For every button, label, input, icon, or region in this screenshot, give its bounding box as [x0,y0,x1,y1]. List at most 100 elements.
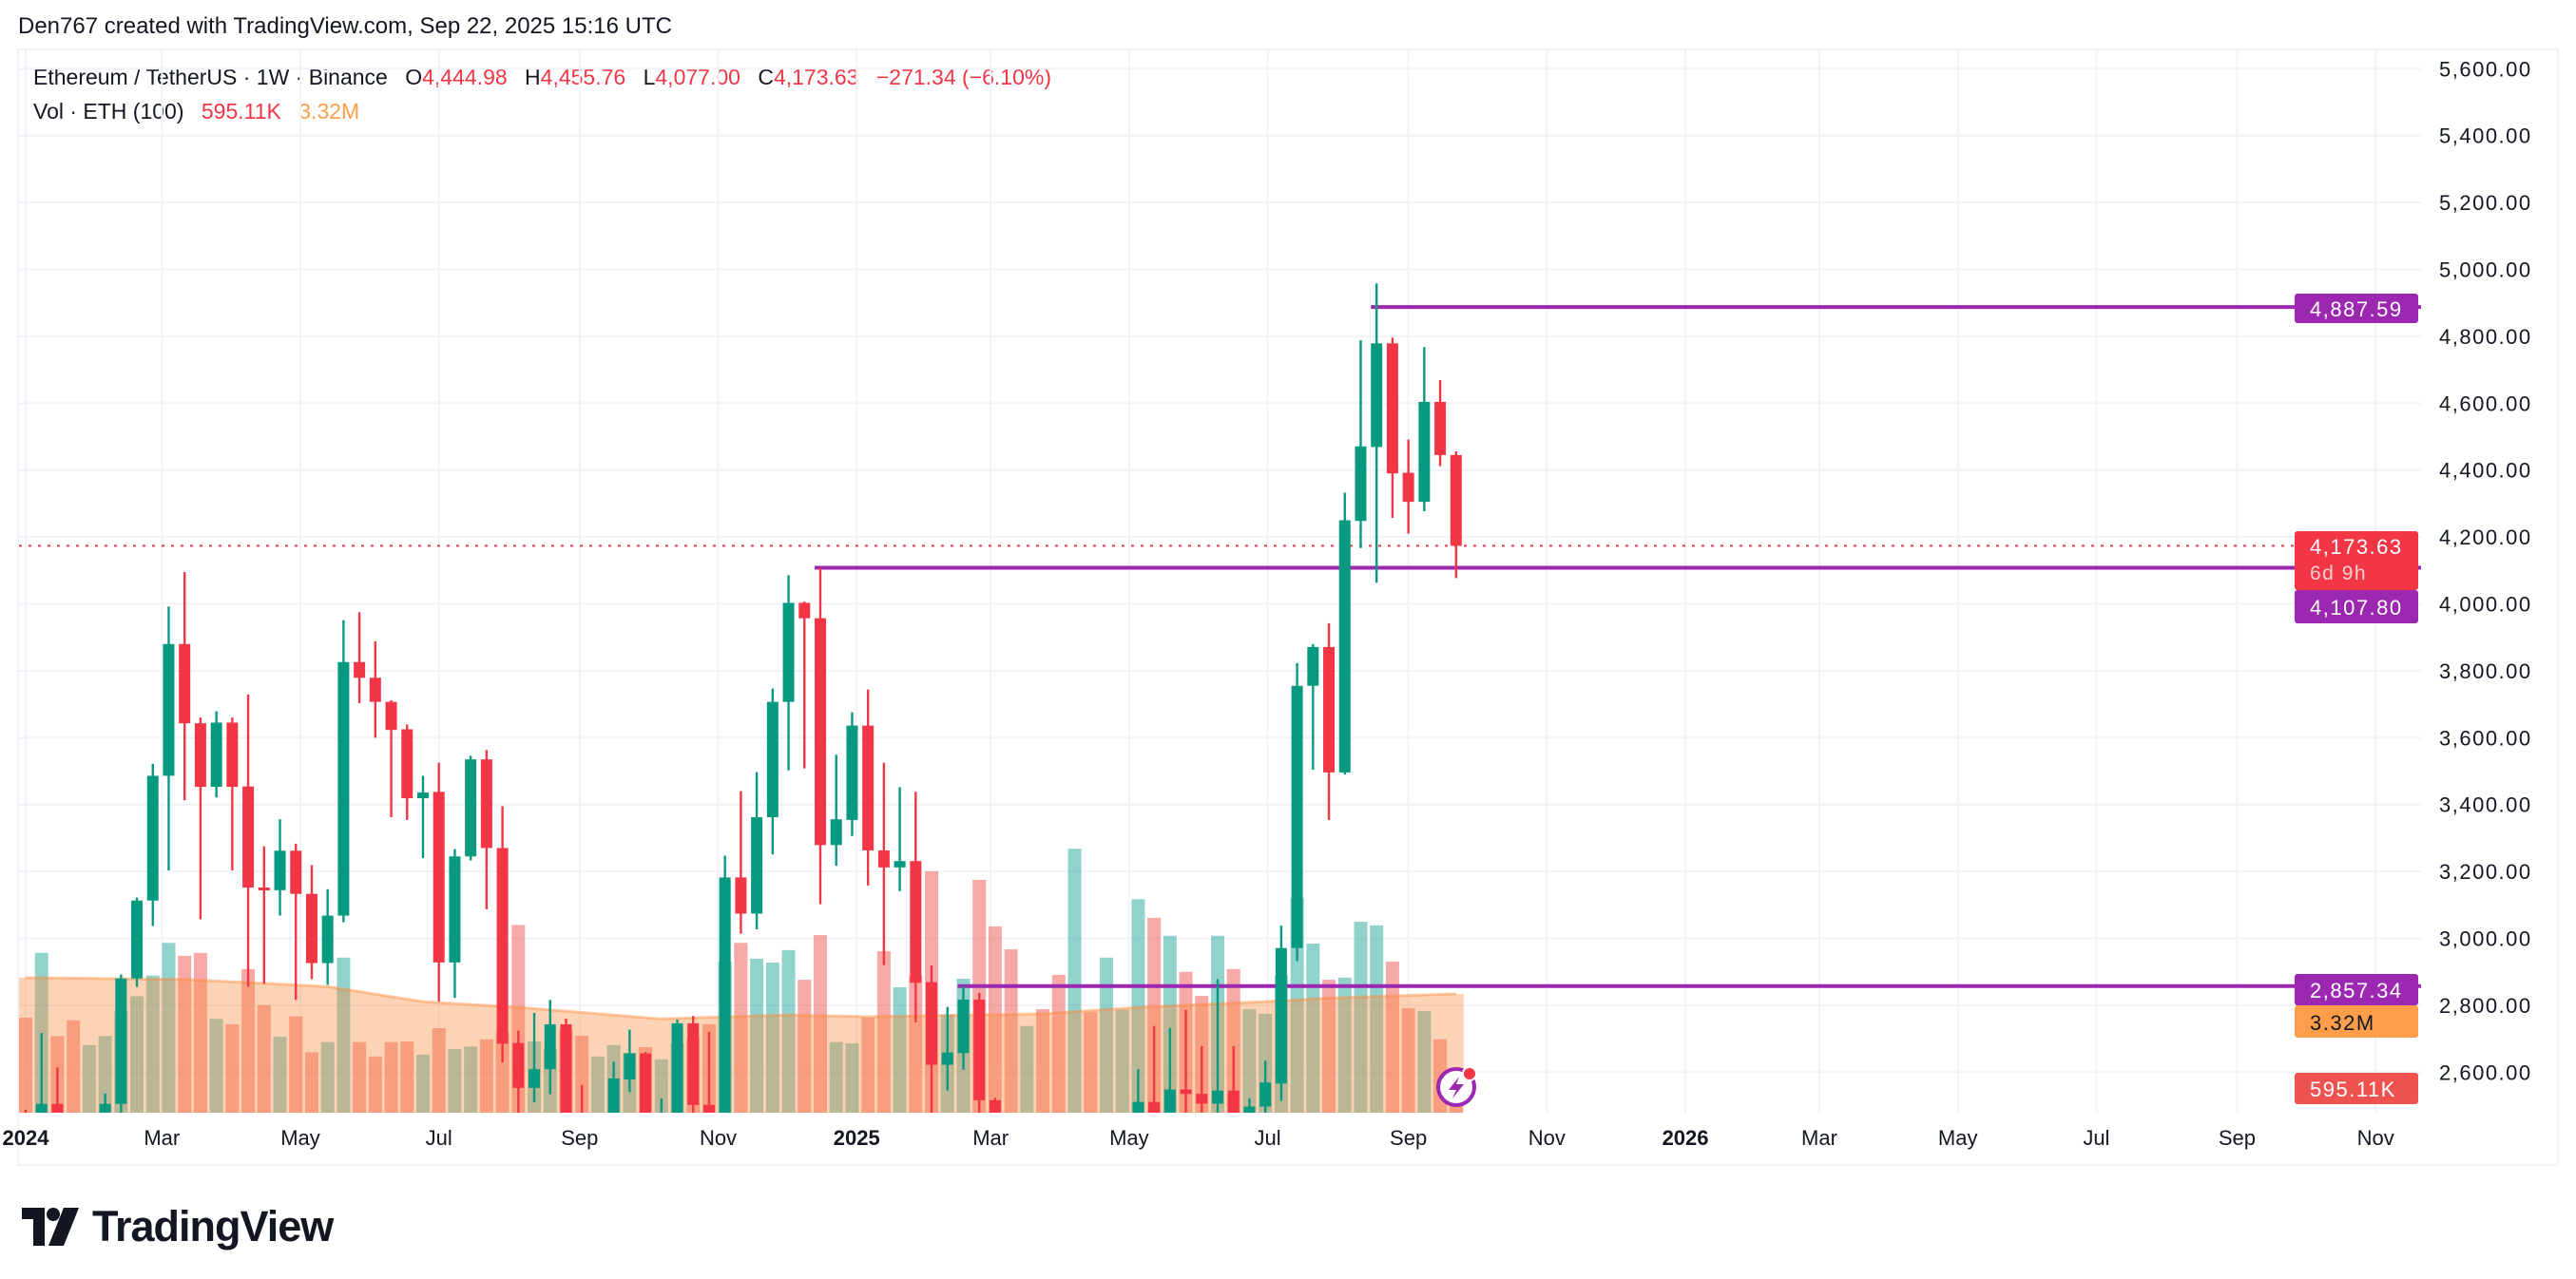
plot-area[interactable] [19,283,2421,1113]
volume-bar [1147,917,1162,1113]
candle-body [1291,685,1303,948]
volume-bar [257,1004,271,1113]
candle-body [210,722,222,788]
price-tick-label: 4,000.00 [2439,593,2532,617]
volume-bar [1290,898,1304,1113]
candle-body [862,725,875,850]
volume-bar [130,996,144,1113]
volume-bar [273,1037,287,1113]
candle-body [1163,1089,1176,1113]
candle-up [210,711,222,798]
candle-body [973,999,986,1100]
candle-wick [803,601,806,769]
candle-body [926,982,938,1065]
candle-body [830,819,842,846]
price-tick-label: 2,800.00 [2439,994,2532,1018]
candle-body [957,999,970,1054]
candle-body [385,701,397,731]
candle-body [751,817,763,914]
candle-wick [421,775,425,859]
candle-down [973,992,986,1113]
volume-bar [1004,949,1018,1113]
candle-wick [357,612,361,704]
price-tick-label: 5,200.00 [2439,191,2532,215]
candle-body [51,1103,64,1113]
candle-wick [40,1033,43,1113]
candle-up [99,1093,111,1113]
candle-up [624,1029,636,1093]
candle-down [433,762,445,1002]
candle-down [51,1067,64,1113]
candle-down [1450,451,1462,579]
volume-bar [98,1036,112,1113]
volume-bar [1067,849,1082,1113]
candle-body [1227,1090,1240,1113]
volume-bar [320,1041,335,1113]
lightning-icon[interactable] [1436,1066,1477,1107]
volume-bar [734,943,748,1113]
candle-body [1386,343,1398,474]
volume-label: 595.11K [2295,1073,2418,1104]
volume-bar [1163,935,1177,1113]
candle-up [1163,1027,1176,1113]
volume-bar [861,1018,875,1113]
candle-down [1386,337,1398,519]
candle-body [735,877,747,914]
level-low-label: 2,857.34 [2295,974,2418,1005]
volume-bar [829,1041,843,1113]
time-tick-label: May [280,1126,320,1150]
candle-body [719,877,731,1113]
svg-text:4,887.59: 4,887.59 [2310,297,2403,321]
candle-down [226,717,239,871]
volume-bar [798,980,812,1113]
price-axis[interactable]: 5,600.00 5,400.00 5,200.00 5,000.00 4,800.00… [2439,57,2532,1084]
volume-bar [750,958,764,1113]
volume-legend[interactable]: Vol · ETH (100) 595.11K 3.32M [33,99,359,124]
volume-bar [432,1028,446,1113]
candle-body [258,887,270,890]
price-tick-label: 3,800.00 [2439,659,2532,683]
volume-bar [304,1052,318,1113]
volume-bar [876,950,891,1113]
candle-wick [532,1012,536,1102]
volume-bar [988,926,1002,1113]
candle-wick [898,787,901,891]
time-tick-label: 2026 [1663,1126,1709,1150]
candle-down [1196,1045,1208,1113]
candle-up [449,849,461,999]
candle-body [624,1053,636,1080]
candle-down [512,1030,525,1113]
volume-bar [416,1054,430,1113]
volume-bar [19,1018,32,1113]
low-label: L [643,65,656,89]
candle-up [660,1098,663,1113]
volume-bar [1115,1009,1129,1113]
candle-down [1434,380,1447,467]
candle-body [560,1023,572,1113]
price-tick-label: 5,400.00 [2439,124,2532,148]
time-axis[interactable]: 2024 Mar May Jul Sep Nov 2025 Mar May Jul Sep Nov 20… [3,1126,2394,1150]
high-label: H [525,65,541,89]
candle-up [1338,492,1351,775]
volume-bar [1020,1025,1034,1113]
candle-up [131,897,144,987]
candle-up [1418,347,1431,511]
tradingview-logo[interactable]: TradingView [22,1205,334,1248]
candle-wick [231,717,234,871]
price-tick-label: 5,600.00 [2439,57,2532,81]
candle-down [581,1084,584,1113]
volume-value: 595.11K [201,99,281,124]
svg-text:595.11K: 595.11K [2310,1078,2396,1101]
candle-body [305,893,317,964]
volume-ma-value: 3.32M [298,99,360,124]
candle-wick [262,846,265,984]
candle-down [242,694,255,987]
candle-body [877,849,890,868]
candle-up [337,620,350,923]
candle-down [385,699,397,818]
volume-bar [336,957,351,1113]
candle-up [1259,1060,1272,1113]
candle-up [751,772,763,929]
candle-down [496,806,509,1063]
